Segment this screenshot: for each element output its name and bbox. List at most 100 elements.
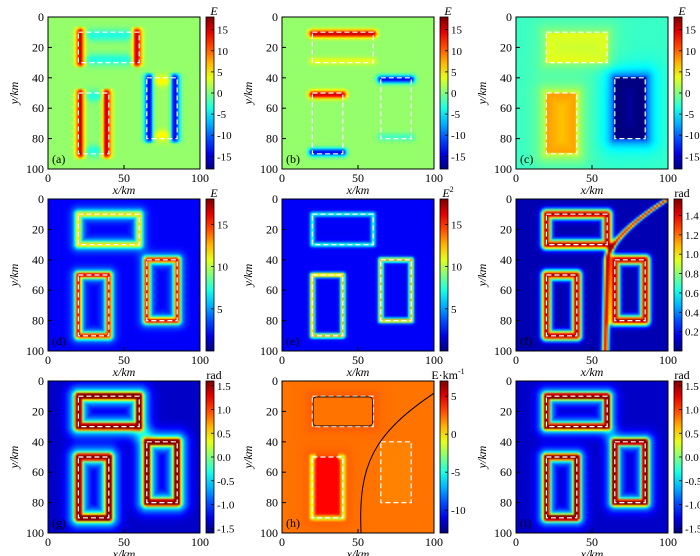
colorbar-unit: E [677,4,686,18]
y-tick-label: 60 [32,101,44,115]
colorbar-tick-label: -10 [685,130,700,142]
y-axis-label: y/km [7,445,21,469]
x-axis-label: x/km [580,547,604,556]
colorbar-tick-label: -5 [451,467,461,479]
y-tick-label: 60 [500,465,512,479]
body-outline-1 [545,31,608,64]
colorbar-unit: rad [674,368,689,382]
colorbar [205,198,215,352]
panel-a: 0 50 100020406080100x/kmy/km(a)151050-5-10… [7,4,232,197]
colorbar-tick-label: 15 [217,25,229,37]
body-outline-1 [77,31,140,64]
x-tick-label: 0 [279,353,285,367]
y-tick-label: 20 [32,222,44,236]
colorbar-unit: E [443,4,452,18]
panel-label: (h) [286,516,300,530]
y-tick-label: 100 [494,162,512,176]
y-axis-label: y/km [475,445,489,469]
x-tick-label: 100 [659,353,677,367]
x-tick-label: 0 [279,171,285,185]
colorbar-tick-label: 0 [451,88,457,100]
y-axis-label: y/km [475,263,489,287]
colorbar-tick-label: -15 [451,151,466,163]
y-tick-label: 60 [500,101,512,115]
colorbar-tick-label: 5 [451,391,457,403]
body-outline-1 [545,213,608,246]
x-tick-label: 50 [118,171,130,185]
y-tick-label: 80 [500,496,512,510]
colorbar-tick-label: 5 [217,304,223,316]
colorbar-unit: E·km-1 [431,367,464,382]
y-axis-label: y/km [241,81,255,105]
x-tick-label: 0 [513,171,519,185]
colorbar-tick-label: -1.5 [685,523,700,535]
x-tick-label: 50 [352,535,364,549]
x-tick-label: 0 [513,353,519,367]
body-outline-2 [311,456,344,519]
y-tick-label: 100 [260,344,278,358]
y-tick-label: 20 [266,40,278,54]
body-outline-2 [77,92,110,155]
y-tick-label: 100 [260,162,278,176]
colorbar-tick-label: 10 [451,46,463,58]
body-outline-2 [311,92,344,155]
x-tick-label: 100 [659,535,677,549]
y-tick-label: 80 [32,132,44,146]
body-outline-1 [311,31,374,64]
heatmap-d [48,199,200,351]
y-tick-label: 40 [32,435,44,449]
y-tick-label: 0 [38,374,44,388]
colorbar-tick-label: 10 [685,46,697,58]
y-tick-label: 40 [266,253,278,267]
y-tick-label: 80 [266,132,278,146]
x-tick-label: 100 [191,535,209,549]
y-tick-label: 40 [32,253,44,267]
colorbar [439,198,449,352]
x-tick-label: 0 [279,535,285,549]
colorbar-tick-label: 15 [217,219,229,231]
colorbar-tick-label: 1.0 [685,405,699,417]
x-tick-label: 100 [191,353,209,367]
body-outline-2 [77,456,110,519]
y-axis-label: y/km [7,263,21,287]
colorbar-tick-label: -1.5 [217,523,235,535]
y-tick-label: 80 [266,314,278,328]
body-outline-1 [77,395,140,428]
panel-i: 0 50 100020406080100x/kmy/km(i)1.51.00.50.… [475,368,700,556]
panel-label: (d) [52,334,66,348]
body-outline-3 [146,77,178,140]
y-tick-label: 20 [32,404,44,418]
y-tick-label: 20 [500,404,512,418]
y-axis-label: y/km [241,263,255,287]
y-tick-label: 0 [272,10,278,24]
colorbar-tick-label: 0.5 [685,428,699,440]
colorbar-tick-label: 10 [451,262,463,274]
colorbar-tick-label: 1.5 [685,381,699,393]
y-tick-label: 0 [38,10,44,24]
colorbar-tick-label: 0 [217,88,223,100]
y-tick-label: 0 [272,192,278,206]
panel-h: 0 50 100020406080100x/kmy/km(h)50-5-10E·km… [241,367,466,556]
panel-label: (e) [286,334,299,348]
colorbar-tick-label: 5 [217,67,223,79]
y-tick-label: 20 [32,40,44,54]
panel-label: (a) [52,152,65,166]
colorbar-tick-label: 1.0 [217,405,231,417]
x-tick-label: 0 [45,353,51,367]
y-tick-label: 100 [26,526,44,540]
y-tick-label: 100 [26,344,44,358]
heatmap-c [516,17,668,169]
colorbar-tick-label: -1.0 [685,500,700,512]
x-tick-label: 0 [45,535,51,549]
y-tick-label: 80 [32,314,44,328]
x-tick-label: 0 [45,171,51,185]
x-axis-label: x/km [346,365,370,379]
y-tick-label: 0 [506,374,512,388]
y-tick-label: 40 [266,71,278,85]
y-tick-label: 60 [266,101,278,115]
y-tick-label: 100 [494,344,512,358]
panel-label: (f) [520,334,532,348]
colorbar-tick-label: 10 [217,46,229,58]
